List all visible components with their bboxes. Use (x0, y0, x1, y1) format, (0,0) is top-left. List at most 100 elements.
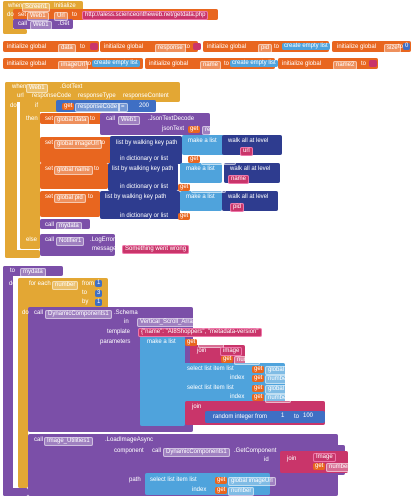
block-shape (20, 233, 40, 249)
block-label: to (80, 44, 86, 50)
block-label: .Schema (114, 310, 138, 316)
block-shape (18, 278, 108, 310)
block-label: to (94, 166, 100, 172)
block-shape (100, 113, 210, 135)
block-label: .Get (58, 21, 70, 27)
block-label: call (152, 448, 162, 454)
block-shape (205, 411, 325, 423)
block-label: random integer from (213, 414, 268, 420)
block-shape (3, 29, 27, 34)
block-label: index (192, 487, 207, 493)
block-label: jsonText (162, 126, 185, 132)
block-label: mydata (20, 268, 46, 277)
block-label: initialize global (282, 61, 322, 67)
block-label: make a list (147, 339, 176, 345)
block-label: call (45, 222, 55, 228)
block-label: responseContent (202, 126, 254, 135)
block-label: pid (258, 44, 273, 53)
block-label: .LoadImageAsync (105, 437, 154, 443)
block-shape (182, 135, 224, 155)
block-label: initialize global (7, 61, 47, 67)
block-label: to (185, 44, 191, 50)
block-label: to (72, 12, 78, 18)
block-label: to (361, 61, 367, 67)
block-label: to (10, 268, 16, 274)
block-label: join (287, 456, 297, 462)
block-label: 3 (95, 290, 103, 297)
block-label: component (114, 448, 144, 454)
block-label: responseCode (32, 93, 72, 99)
block-label: to (100, 140, 106, 146)
block-label: else (26, 237, 38, 243)
block-label: 200 (137, 103, 152, 110)
block-label: walk all at level (228, 194, 269, 200)
block-label: join (197, 348, 207, 354)
block-label: create empty list (282, 43, 330, 50)
block-shape (110, 136, 182, 164)
block-label: set (45, 116, 54, 122)
block-shape (3, 266, 63, 276)
block-label: walk all at level (228, 138, 269, 144)
block-label: list by walking key path (116, 140, 178, 146)
block-label: Web1 (27, 12, 49, 21)
block-label: response (155, 44, 186, 53)
block-label: to (90, 116, 96, 122)
block-label: Screen1 (22, 3, 51, 12)
block-label: Vertical_Scroll_Arrangement2 (137, 318, 223, 327)
block-shape (369, 60, 377, 67)
block-shape (3, 266, 13, 496)
block-label: global pid (265, 385, 297, 394)
block-label: Image (313, 453, 336, 462)
block-label: responseCode (75, 103, 121, 112)
block-label: to (274, 44, 280, 50)
block-shape (40, 137, 112, 163)
block-label: global data (191, 213, 227, 222)
block-shape (222, 135, 282, 155)
block-label: number (52, 281, 79, 290)
block-label: index (230, 375, 245, 381)
block-label: 1 (95, 280, 103, 287)
block-label: 1 (279, 413, 287, 420)
block-label: set (45, 140, 54, 146)
block-shape (13, 19, 73, 29)
block-shape (203, 41, 329, 52)
block-label: in (124, 319, 129, 325)
block-label: in dictionary or list (120, 156, 169, 162)
block-label: url (240, 147, 253, 156)
block-shape (100, 191, 180, 219)
block-label: when (8, 3, 23, 9)
block-label: pid (230, 203, 245, 212)
block-label: get (215, 487, 228, 494)
block-label: initialize global (337, 44, 377, 50)
block-label: Something went wrong (122, 245, 190, 254)
block-label: from (82, 281, 94, 287)
block-label: global data (201, 156, 237, 165)
block-label: = (118, 103, 128, 112)
block-label: get (185, 339, 198, 346)
block-label: id (264, 457, 269, 463)
block-shape (140, 336, 185, 426)
block-shape (278, 58, 378, 69)
block-label: get (178, 213, 191, 220)
block-label: parameters (100, 339, 131, 345)
block-label: responseContent (123, 93, 169, 99)
block-label: Web1 (26, 84, 48, 93)
block-label: global data (54, 116, 90, 125)
block-label: select list item list (187, 366, 234, 372)
block-label: then (26, 116, 38, 122)
block-label: make a list (188, 138, 217, 144)
block-label: call (45, 237, 55, 243)
block-label: global data (191, 184, 227, 193)
block-shape (180, 191, 222, 211)
block-label: .LogError (90, 237, 116, 243)
block-label: message (92, 246, 117, 252)
block-label: for each (29, 281, 51, 287)
block-label: initialize global (149, 61, 189, 67)
block-shape (193, 43, 201, 50)
block-label: do (9, 281, 16, 287)
block-shape (5, 82, 17, 258)
block-label: Web1 (118, 116, 140, 125)
block-label: global name (265, 366, 304, 375)
block-label: get (178, 184, 191, 191)
block-label: get (313, 463, 326, 470)
